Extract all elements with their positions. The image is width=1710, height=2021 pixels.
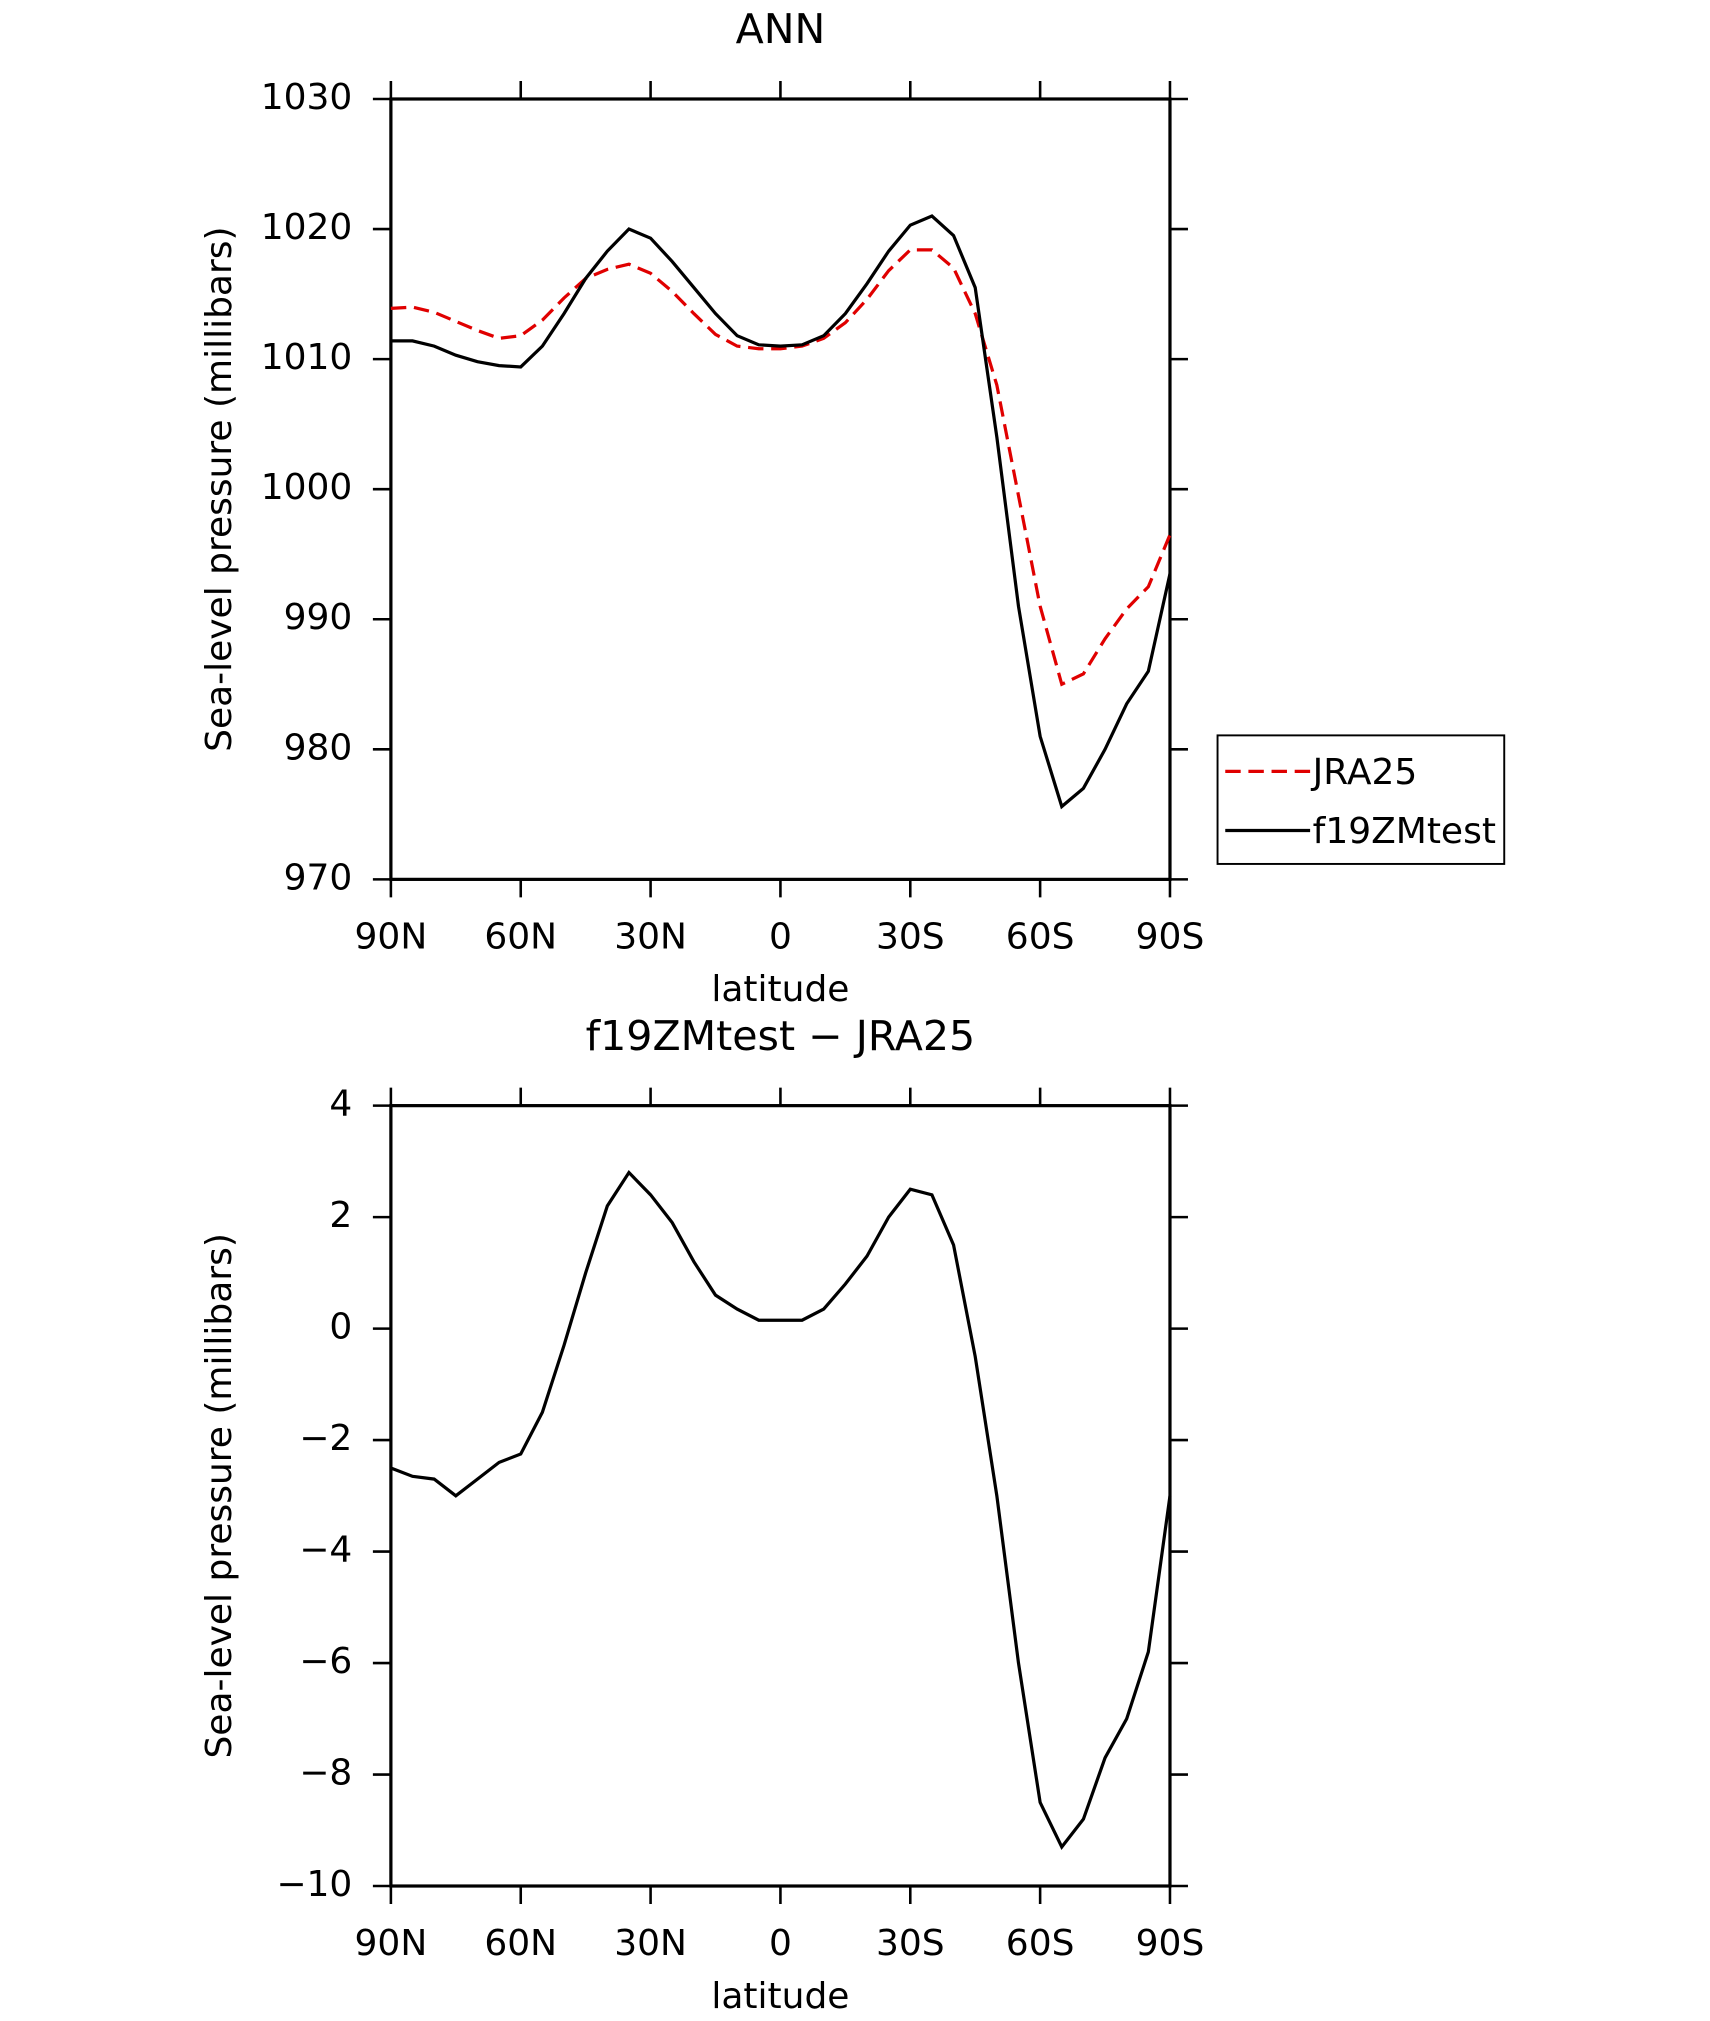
chart-title: ANN — [736, 5, 826, 53]
plot-frame — [389, 97, 1172, 881]
data-line — [390, 248, 1172, 687]
y-tick-label: −4 — [299, 1530, 352, 1571]
legend-label: JRA25 — [1311, 752, 1418, 793]
x-tick-label: 0 — [769, 917, 792, 958]
y-tick-label: 990 — [284, 597, 353, 638]
y-axis-label: Sea-level pressure (millibars) — [199, 226, 240, 751]
y-tick-label: 980 — [284, 727, 353, 768]
x-tick-label: 90N — [355, 1923, 428, 1964]
legend-box — [1216, 734, 1506, 865]
y-tick-label: −8 — [299, 1753, 352, 1794]
x-tick-label: 30S — [876, 917, 945, 958]
data-line — [390, 214, 1172, 810]
x-tick-label: 60S — [1006, 917, 1075, 958]
y-tick-label: 1030 — [261, 77, 353, 118]
y-tick-label: 2 — [329, 1195, 352, 1236]
y-tick-label: −6 — [299, 1641, 352, 1682]
x-tick-label: 60N — [484, 917, 557, 958]
y-tick-label: 1000 — [261, 467, 353, 508]
y-tick-label: 1010 — [261, 337, 353, 378]
y-tick-label: 1020 — [261, 207, 353, 248]
x-tick-label: 30S — [876, 1923, 945, 1964]
x-axis-label: latitude — [711, 1976, 849, 2017]
x-tick-label: 0 — [769, 1923, 792, 1964]
x-tick-label: 60S — [1006, 1923, 1075, 1964]
x-tick-label: 90S — [1136, 917, 1205, 958]
chart-title: f19ZMtest − JRA25 — [586, 1012, 976, 1060]
x-tick-label: 90N — [355, 917, 428, 958]
x-tick-label: 30N — [614, 917, 687, 958]
x-tick-label: 30N — [614, 1923, 687, 1964]
y-tick-label: −10 — [276, 1864, 352, 1905]
legend-label: f19ZMtest — [1313, 811, 1496, 852]
x-tick-label: 90S — [1136, 1923, 1205, 1964]
y-axis-label: Sea-level pressure (millibars) — [199, 1233, 240, 1758]
y-tick-label: −2 — [299, 1418, 352, 1459]
y-tick-label: 970 — [284, 857, 353, 898]
y-tick-label: 4 — [329, 1084, 352, 1125]
x-axis-label: latitude — [711, 969, 849, 1010]
x-tick-label: 60N — [484, 1923, 557, 1964]
plot-frame — [389, 1104, 1172, 1888]
y-tick-label: 0 — [329, 1307, 352, 1348]
data-line — [390, 1169, 1172, 1851]
